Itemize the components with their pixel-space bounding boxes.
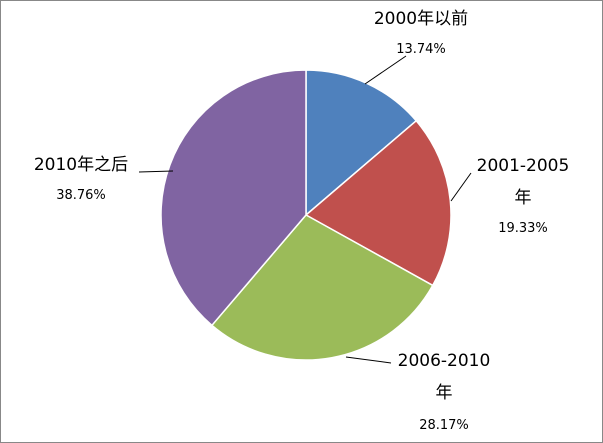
pie-slice — [304, 119, 452, 287]
value-label: 28.17% — [419, 418, 469, 433]
slice-label: 2006-2010年 — [397, 351, 491, 403]
value-label: 19.33% — [498, 221, 548, 236]
leader-line — [450, 172, 472, 202]
slice-label: 2001-2005年 — [476, 156, 570, 208]
leader-line — [138, 170, 174, 173]
leader-line — [345, 356, 392, 364]
slice-label: 2000年以前 — [373, 9, 469, 29]
value-label: 38.76% — [56, 188, 106, 203]
value-label: 13.74% — [396, 42, 446, 57]
pie-slice — [210, 214, 434, 361]
leader-line — [364, 55, 407, 85]
pie-slice — [160, 69, 307, 327]
slice-label: 2010年之后 — [33, 155, 129, 175]
